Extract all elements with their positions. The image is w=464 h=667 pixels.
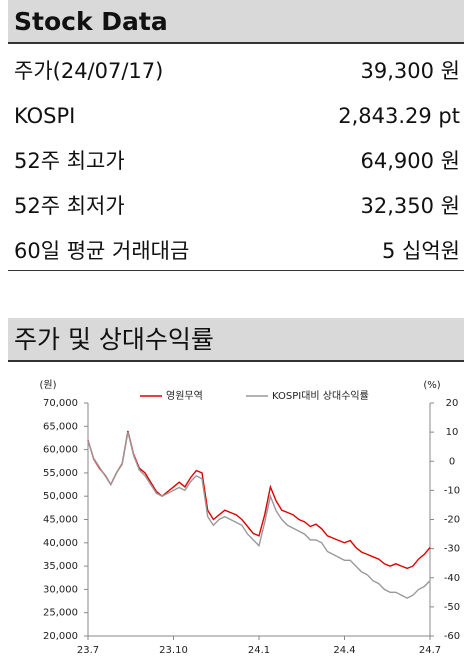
y2-tick-label: -50 xyxy=(444,602,460,613)
y2-tick-label: -60 xyxy=(444,631,460,642)
y-tick-label: 20,000 xyxy=(43,631,78,642)
y2-tick-label: 10 xyxy=(446,427,459,438)
row-value: 5 십억원 xyxy=(382,239,460,263)
table-row: 52주 최저가 32,350 원 xyxy=(8,183,464,229)
row-label: 60일 평균 거래대금 xyxy=(14,239,190,263)
y2-tick-label: 0 xyxy=(449,456,455,467)
series-line xyxy=(87,431,431,599)
table-title: Stock Data xyxy=(8,0,464,44)
legend-label: KOSPI대비 상대수익률 xyxy=(272,390,369,402)
y-tick-label: 35,000 xyxy=(43,561,78,572)
x-tick-label: 24.7 xyxy=(419,645,441,656)
y2-tick-label: 20 xyxy=(446,398,459,409)
x-tick-label: 23.10 xyxy=(159,645,188,656)
y-tick-label: 30,000 xyxy=(43,584,78,595)
table-row: 주가(24/07/17) 39,300 원 xyxy=(8,48,464,94)
y2-tick-label: -40 xyxy=(444,573,460,584)
x-tick-label: 23.7 xyxy=(77,645,99,656)
table-row: 52주 최고가 64,900 원 xyxy=(8,138,464,184)
y-tick-label: 25,000 xyxy=(43,608,78,619)
row-value: 39,300 원 xyxy=(360,59,460,83)
y2-tick-label: -20 xyxy=(444,515,460,526)
x-tick-label: 24.4 xyxy=(333,645,355,656)
y-tick-label: 45,000 xyxy=(43,515,78,526)
row-value: 32,350 원 xyxy=(360,194,460,218)
row-label: 주가(24/07/17) xyxy=(14,59,164,83)
chart: (원) (%) 20,000 25,000 30,000 35,000 40,000 45… xyxy=(39,379,460,656)
table-border xyxy=(8,270,464,271)
series-line xyxy=(87,430,431,570)
y-axis-label: (원) xyxy=(39,379,56,391)
row-value: 64,900 원 xyxy=(360,149,460,173)
row-value: 2,843.29 pt xyxy=(338,104,460,128)
table-row: KOSPI 2,843.29 pt xyxy=(8,93,464,139)
y-tick-label: 40,000 xyxy=(43,538,78,549)
row-label: KOSPI xyxy=(14,104,76,128)
y-tick-label: 50,000 xyxy=(43,491,78,502)
y2-axis-label: (%) xyxy=(423,380,440,391)
y2-tick-label: -30 xyxy=(444,544,460,555)
y-tick-label: 65,000 xyxy=(43,421,78,432)
section-title: 주가 및 상대수익률 xyxy=(8,318,464,362)
y2-tick-label: -10 xyxy=(444,485,460,496)
row-label: 52주 최고가 xyxy=(14,149,125,173)
y-tick-label: 70,000 xyxy=(43,398,78,409)
y-tick-label: 55,000 xyxy=(43,468,78,479)
y-tick-label: 60,000 xyxy=(43,445,78,456)
x-tick-label: 24.1 xyxy=(248,645,270,656)
row-label: 52주 최저가 xyxy=(14,194,125,218)
legend-label: 영원무역 xyxy=(166,390,203,402)
table-row: 60일 평균 거래대금 5 십억원 xyxy=(8,228,464,274)
